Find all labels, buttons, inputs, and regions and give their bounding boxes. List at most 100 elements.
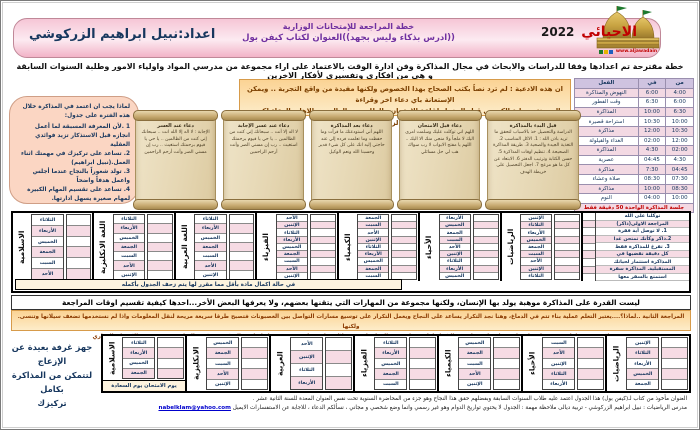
entry-cell <box>494 348 519 359</box>
day-cell: الثلاثاء <box>276 229 307 237</box>
entry-cell <box>148 233 172 243</box>
entry-cell <box>310 265 335 273</box>
footer-line2: مدرس الرياضيات : نبيل ابراهيم الزركوشي -… <box>13 404 687 413</box>
entry-cell <box>555 215 579 223</box>
day-cell: الأربعاء <box>113 224 145 234</box>
days-column: الثلاثاء الأربعاء الخميس الجمعة السبت الأحد <box>31 214 64 280</box>
day-cell: السبت <box>113 252 145 262</box>
scroll-roll-icon <box>133 110 219 121</box>
day-cell: الإثنين <box>113 270 145 279</box>
daily-cell: المذاكرة <box>574 106 639 118</box>
entry-cell <box>583 274 595 282</box>
subject-group: السبت الأحد الإثنين الثلاثاء الأربعاء الأحياء <box>521 336 605 391</box>
review1-notes: توكلنا على الله المراجعة الاولى(ذاكر) 1. ل… <box>596 213 689 282</box>
scroll-text: لا اله إلا أنت .. سبحانك إني كنت من الظا… <box>229 130 298 155</box>
day-cell: الثلاثاء <box>627 348 659 359</box>
note-line: المراجعة الاولى(ذاكر) <box>596 220 689 229</box>
days-column: الإثنين الثلاثاء الأربعاء الخميس الجمعة <box>626 337 660 390</box>
day-cell: الإثنين <box>195 270 226 279</box>
entry-cell <box>583 259 595 267</box>
daily-cell: المذاكرة <box>574 145 639 156</box>
day-cell: الثلاثاء <box>113 215 145 225</box>
subject-group: الأحد الإثنين الثلاثاء الأربعاء العربية <box>269 336 353 391</box>
day-cell: الخميس <box>113 233 145 243</box>
daily-cell: 10:00 <box>637 106 667 118</box>
email-link[interactable]: nabelklam@yahoo.com <box>158 404 231 411</box>
entry-cell <box>578 358 603 370</box>
col-from: من <box>665 78 694 89</box>
day-cell: السبت <box>543 338 575 349</box>
entry-cell <box>583 266 595 275</box>
entry-cell <box>148 270 172 279</box>
day-cell: الإثنين <box>627 338 659 349</box>
day-cell: الثلاثاء <box>543 369 575 380</box>
day-cell: الأربعاء <box>291 377 323 389</box>
entry-cell <box>555 265 579 273</box>
day-cell: الخميس <box>627 369 659 380</box>
daily-cell: 02:00 <box>665 145 694 156</box>
day-cell: الجمعة <box>459 348 491 359</box>
entry-column <box>228 214 255 280</box>
entry-cell <box>310 251 335 259</box>
room-tip: جهز غرفة بعيدة عن الإزعاج لتتمكن من المذ… <box>5 340 99 410</box>
entry-cell <box>229 270 254 279</box>
entry-cell <box>578 369 603 380</box>
day-cell: الأحد <box>32 269 63 279</box>
day-cell: الخميس <box>207 338 239 349</box>
subject-group: الثلاثاء الأربعاء الخميس الجمعة الاسلامية يوم… <box>103 336 185 391</box>
entry-cell <box>494 338 519 349</box>
header-center: خطة المراجعة للإمتحانات الوزارية ((ادرس … <box>226 22 471 43</box>
entry-column <box>577 337 604 390</box>
scroll-3: دعاء بعد المذاكرة اللهم أني استودعتك ما ق… <box>309 110 395 210</box>
scroll-roll-icon <box>309 110 395 121</box>
entry-cell <box>473 236 498 244</box>
subject-group: الثلاثاء الأربعاء الخميس الجمعة السبت الفيزيا… <box>353 336 437 391</box>
scroll-title: دعاء قبل الامتحان <box>417 123 462 129</box>
subject-group: الخميس الجمعة السبت الأحد الإثنين الكيمياء <box>437 336 521 391</box>
why-schedule-box: لماذا يجب ان اعتمد في المذاكرة خلال هذه … <box>9 96 139 204</box>
scroll-text: اللهم اني توكلت عليك وسلمت امري اليك لا … <box>405 130 475 155</box>
scroll-roll-icon <box>397 199 483 210</box>
daily-row: 4:30 04:45 عصرية <box>574 154 694 166</box>
entry-cell <box>583 228 595 237</box>
day-cell: الأحد <box>207 369 239 380</box>
entry-column <box>391 214 418 280</box>
entry-cell <box>662 379 687 390</box>
entry-cell <box>410 379 435 390</box>
entry-cell <box>66 215 91 226</box>
days-column: الأحد الإثنين الثلاثاء الأربعاء <box>290 337 324 390</box>
entry-cell <box>583 243 595 252</box>
day-cell: الأربعاء <box>543 379 575 390</box>
entry-column <box>65 214 92 280</box>
page-title: الاحيائي 2022 <box>541 24 637 40</box>
footer-line2-text: مدرس الرياضيات : نبيل ابراهيم الزركوشي -… <box>232 404 687 411</box>
note-line: استمتع بالسفر معها <box>596 273 689 282</box>
days-column: الجمعة السبت الأحد الإثنين الثلاثاء الأربعاء ا… <box>357 214 390 280</box>
entry-cell <box>392 258 417 266</box>
subject-group: الثلاثاء الأربعاء الخميس الجمعة السبت الأحد ال… <box>92 213 173 281</box>
daily-cell: 10:30 <box>637 116 667 127</box>
daily-cell: 4:30 <box>665 154 694 166</box>
day-cell: الإثنين <box>291 351 323 364</box>
entry-cell <box>66 269 91 279</box>
daily-cell: 08:30 <box>665 183 694 195</box>
header-bar <box>13 18 661 58</box>
daily-cell: 4:00 <box>665 87 694 99</box>
daily-cell: 4:30 <box>637 145 667 156</box>
subject-group: الثلاثاء الأربعاء الخميس الجمعة السبت الأحد ال… <box>13 213 92 281</box>
entry-cell <box>555 222 579 230</box>
entry-cell <box>583 220 595 229</box>
why-title: لماذا يجب ان اعتمد في المذاكرة خلال هذه … <box>22 104 130 119</box>
daily-row: 07:30 08:30 صلاة وعشاء <box>574 173 694 185</box>
entry-cell <box>229 242 254 253</box>
daily-row: 6:30 10:00 المذاكرة <box>574 106 694 118</box>
entry-cell <box>583 236 595 244</box>
entry-cell <box>229 261 254 271</box>
day-cell: السبت <box>195 252 226 262</box>
daily-cell: 6:30 <box>665 106 694 118</box>
entry-column <box>309 214 336 280</box>
entry-column <box>661 337 688 390</box>
daily-cell: الغداء والقيلولة <box>574 135 639 147</box>
note-line: المستقبلية. المذاكرة سفرة <box>596 265 689 274</box>
